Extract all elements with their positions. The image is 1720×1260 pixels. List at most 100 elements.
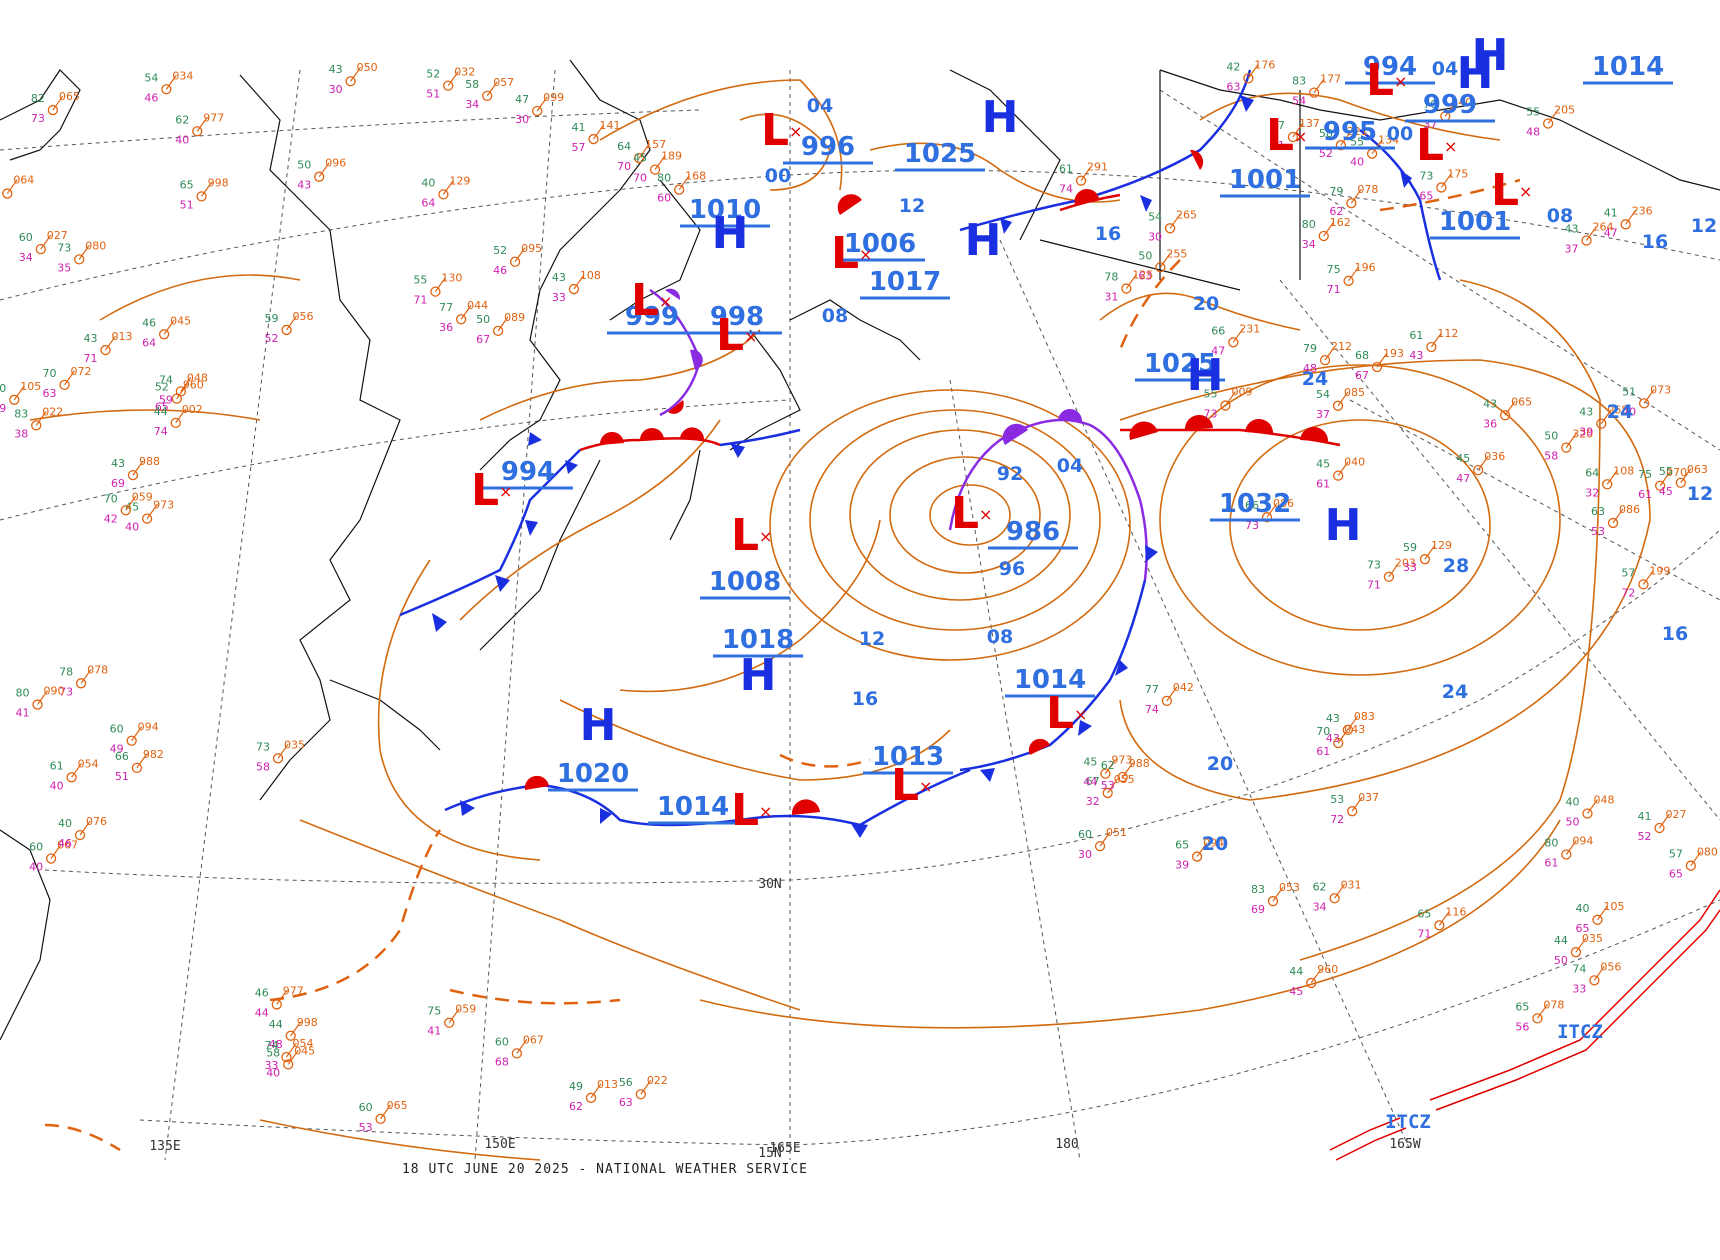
station-pressure: 065 [1511,395,1532,408]
low-pressure-value: 1008 [709,567,781,597]
low-pressure-value: 1014 [657,792,729,822]
station-temp: 45 [1456,452,1470,465]
coastlines [0,59,1720,1041]
station-temp: 82 [31,92,45,105]
station-temp: 70 [43,367,57,380]
low-symbol-icon: L [891,760,919,811]
station-temp: 52 [493,244,507,257]
station-plot: 56 022 63 [619,1074,668,1109]
station-dewpoint: 31 [1104,291,1118,304]
station-dewpoint: 61 [1316,745,1330,758]
low-pressure-value: 999 [625,302,679,332]
station-plot: 65 094 39 [1175,837,1224,872]
station-dewpoint: 71 [1367,579,1381,592]
station-plot: 75 070 61 [1638,466,1687,501]
station-dewpoint: 51 [426,88,440,101]
station-plot: 74 054 33 [264,1037,313,1072]
station-dewpoint: 61 [1544,857,1558,870]
station-plot: 65 116 71 [1417,905,1466,940]
isobar-label: 08 [1547,205,1573,227]
station-pressure: 083 [1354,710,1375,723]
low-pressure-value: 1013 [872,742,944,772]
station-plot: 62 977 40 [175,111,224,146]
station-dewpoint: 73 [59,685,73,698]
station-dewpoint: 52 [265,332,279,345]
station-plot: 43 050 30 [329,61,378,96]
station-temp: 46 [255,986,269,999]
station-pressure: 255 [1166,247,1187,260]
station-temp: 73 [1367,559,1381,572]
station-plot: 40 076 46 [58,815,107,850]
station-pressure: 031 [1341,878,1362,891]
station-pressure: 196 [1355,261,1376,274]
station-plot: 70 059 42 [104,490,153,525]
station-plot: 45 973 40 [125,499,174,534]
station-dewpoint: 34 [465,98,479,111]
station-dewpoint: 30 [329,83,343,96]
station-pressure: 973 [153,499,174,512]
high-symbol-icon: H [965,215,1002,266]
station-dewpoint: 30 [1148,230,1162,243]
station-temp: 40 [1565,796,1579,809]
isobar-label: 12 [1691,215,1717,237]
station-temp: 67 [1086,775,1100,788]
isobar-label: 20 [1207,753,1233,775]
station-dewpoint: 45 [1659,485,1673,498]
station-dewpoint: 65 [1419,189,1433,202]
station-temp: 70 [1423,98,1437,111]
low-symbol-icon: L [731,510,759,561]
station-pressure: 977 [203,111,224,124]
station-plot: 70 105 59 [0,380,41,415]
station-pressure: 078 [1357,183,1378,196]
low-center-marker-icon: × [744,327,757,346]
station-temp: 83 [1292,75,1306,88]
isobar-label: 92 [997,463,1023,485]
station-temp: 43 [1326,712,1340,725]
station-pressure: 988 [1129,757,1150,770]
station-dewpoint: 38 [14,427,28,440]
high-center-h1017: 1017 H [860,215,1002,300]
isobar-label: 24 [1607,401,1633,423]
station-temp: 50 [1544,430,1558,443]
station-temp: 43 [552,271,566,284]
station-dewpoint: 40 [266,1066,280,1079]
station-plot: 43 068 39 [1579,404,1628,439]
low-symbol-icon: L [761,105,789,156]
station-plot: 78 125 31 [1104,269,1153,304]
station-dewpoint: 33 [552,291,566,304]
station-plot: 45 036 47 [1456,450,1505,485]
station-pressure: 068 [1607,404,1628,417]
isobar-label: 08 [822,305,848,327]
station-temp: 43 [1579,406,1593,419]
isobar-label: 08 [987,626,1013,648]
isobar-label: 00 [765,165,791,187]
station-pressure: 175 [1447,167,1468,180]
station-dewpoint: 44 [255,1006,269,1019]
station-dewpoint: 43 [297,179,311,192]
station-pressure: 056 [1600,960,1621,973]
station-plot: 80 168 60 [657,170,706,205]
station-plot: 62 988 53 [1101,757,1150,792]
high-pressure-value: 1017 [869,267,941,297]
station-pressure: 048 [187,371,208,384]
station-dewpoint: 39 [1175,859,1189,872]
isobar-label: 28 [1443,555,1469,577]
isobar-label: 96 [999,558,1025,580]
station-temp: 60 [1078,828,1092,841]
station-plot: 60 067 68 [495,1033,544,1068]
station-temp: 55 [1350,136,1364,149]
station-pressure: 037 [1358,791,1379,804]
station-plot: 49 013 62 [569,1078,618,1113]
station-temp: 43 [1483,397,1497,410]
station-temp: 55 [1659,465,1673,478]
station-pressure: 095 [521,242,542,255]
station-pressure: 096 [325,157,346,170]
station-plot: 7106461 [2,174,34,199]
station-pressure: 112 [1437,327,1458,340]
station-plot: 55 063 45 [1659,463,1708,498]
station-temp: 50 [297,159,311,172]
station-dewpoint: 58 [1544,450,1558,463]
station-plot: 43 013 71 [84,330,133,365]
